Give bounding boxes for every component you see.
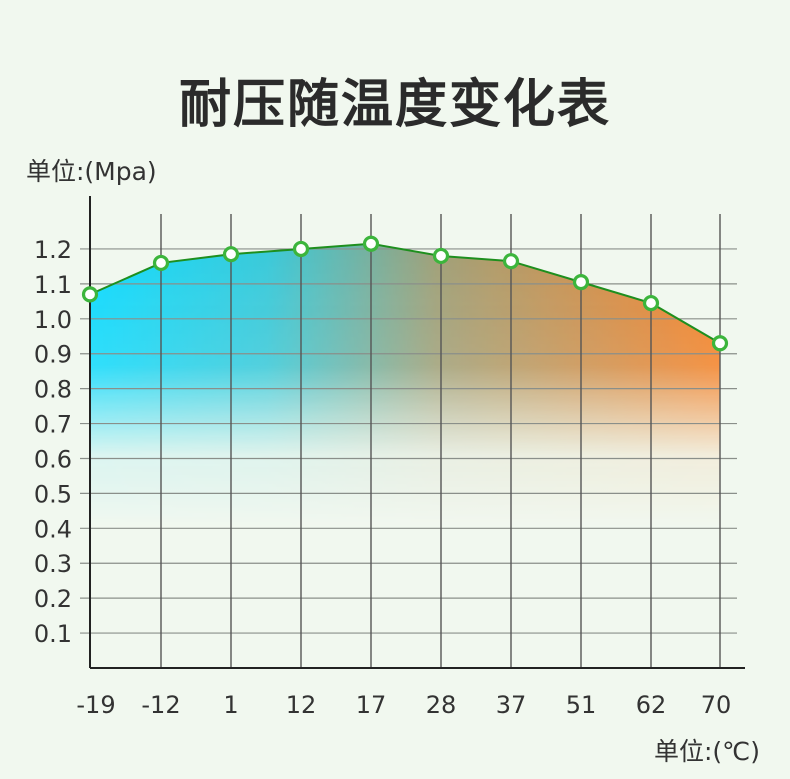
x-tick-label: 17 [356, 691, 387, 719]
data-point [502, 253, 520, 270]
y-tick-label: 1.2 [34, 236, 72, 264]
x-tick-label: 28 [426, 691, 457, 719]
y-tick-label: 0.1 [34, 620, 72, 648]
data-point [81, 286, 99, 303]
data-point [292, 240, 310, 258]
y-tick-label: 0.5 [34, 480, 72, 508]
data-point [222, 246, 240, 263]
y-tick-label: 0.2 [34, 585, 72, 613]
x-tick-label: 51 [566, 691, 597, 719]
data-point [432, 247, 450, 265]
y-tick-label: 0.7 [34, 411, 72, 439]
x-tick-label: 62 [636, 691, 667, 719]
data-point [572, 274, 590, 291]
x-tick-label: -12 [141, 691, 180, 719]
data-point [152, 254, 170, 272]
data-point [642, 294, 660, 312]
x-tick-label: 37 [496, 691, 527, 719]
x-tick-label: 70 [701, 691, 732, 719]
y-tick-label: 0.3 [34, 550, 72, 578]
y-tick-label: 1.1 [34, 271, 72, 299]
y-tick-label: 0.4 [34, 515, 72, 543]
data-point [362, 235, 380, 252]
y-tick-label: 1.0 [34, 306, 72, 334]
series-line [89, 242, 721, 345]
x-tick-label: 12 [286, 691, 317, 719]
y-tick-label: 0.9 [34, 341, 72, 369]
x-tick-label: 1 [223, 691, 238, 719]
area-fill [90, 243, 720, 531]
data-point [711, 335, 729, 352]
chart-title: 耐压随温度变化表 [178, 75, 611, 135]
y-tick-label: 0.6 [34, 445, 72, 473]
y-axis-label: 单位:(Mpa) [26, 157, 157, 186]
y-tick-label: 0.8 [34, 376, 72, 404]
x-axis-label: 单位:(℃) [653, 737, 760, 766]
x-tick-label: -19 [76, 691, 115, 719]
